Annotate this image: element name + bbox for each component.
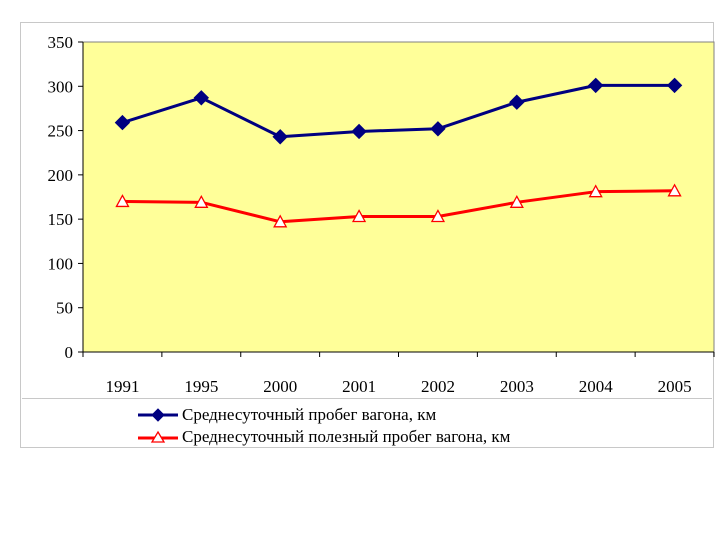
axes: 0 50 100 150 200 250 300 350 1991 1995 2000 2001 200… [48,33,715,396]
series-1-point [666,77,683,94]
y-tick-label: 50 [56,299,73,318]
y-tick-label: 350 [48,33,74,52]
y-tick-label: 200 [48,166,74,185]
series-line-1 [121,83,675,139]
x-tick-label: 1995 [184,377,218,396]
legend-swatch-diamond-icon [138,408,178,422]
series-1-point [272,129,288,145]
series-1-point [587,77,604,94]
x-tick-label: 2004 [579,377,614,396]
series-2-point [115,194,130,208]
series-2-point [351,209,367,223]
x-tick-label: 2003 [500,377,534,396]
x-tick-label: 2005 [658,377,692,396]
x-tick-label: 2000 [263,377,297,396]
y-tick-label: 0 [65,343,74,362]
legend: Среднесуточный пробег вагона, км Среднес… [22,398,712,449]
series-line-2 [122,189,675,224]
series-1-point [509,94,525,110]
legend-swatch-triangle-icon [138,430,178,443]
series-2-point [273,214,288,228]
y-tick-label: 150 [48,210,74,229]
y-tick-label: 300 [48,77,74,96]
series-1-point [430,121,446,137]
legend-item-series-1: Среднесуточный пробег вагона, км [136,405,436,425]
series-2-point [194,194,209,208]
y-tick-label: 100 [48,254,74,273]
series-1-point [114,114,131,131]
series-2-point [509,194,524,208]
series-2-point [430,209,446,223]
series-1-point [351,123,367,140]
legend-item-series-2: Среднесуточный полезный пробег вагона, к… [136,427,510,447]
series-layer [114,77,683,228]
x-tick-label: 2001 [342,377,376,396]
series-1-point [193,90,210,106]
plot-area [82,41,715,353]
series-2-point [667,183,682,197]
y-tick-label: 250 [48,122,74,141]
x-tick-label: 2002 [421,377,455,396]
series-2-point [588,184,603,198]
x-tick-label: 1991 [105,377,139,396]
legend-label-series-1: Среднесуточный пробег вагона, км [182,405,437,424]
legend-label-series-2: Среднесуточный полезный пробег вагона, к… [182,427,511,446]
